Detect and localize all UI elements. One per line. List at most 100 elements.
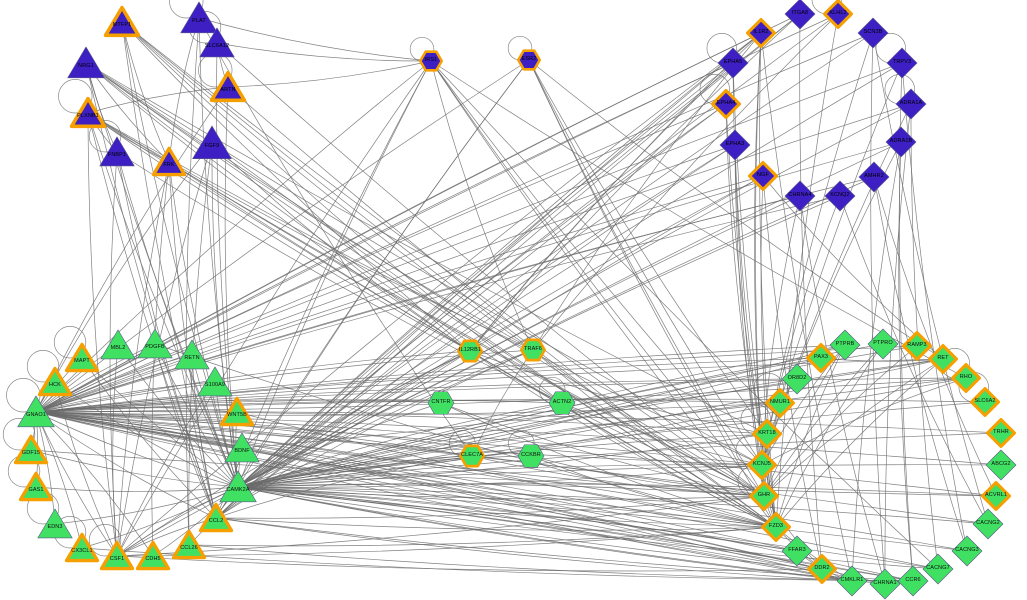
diamond-shape [950, 362, 981, 393]
hexagon-shape [517, 49, 542, 71]
diamond-shape [895, 88, 927, 120]
graph-node-epha4[interactable]: EPHA4 [707, 85, 745, 123]
graph-node-epha5[interactable]: EPHA5 [714, 44, 752, 82]
diamond-shape [781, 363, 813, 395]
triangle-shape [103, 5, 141, 38]
graph-node-gas1[interactable]: GAS1 [16, 467, 56, 507]
graph-node-itga8[interactable]: ITGA8 [781, 0, 819, 33]
graph-node-cckbr[interactable]: CCKBR [514, 439, 548, 473]
triangle-shape [100, 329, 136, 360]
diamond-shape [748, 480, 779, 511]
graph-node-slc6a12[interactable]: SLC6A12 [197, 23, 237, 63]
diamond-shape [822, 0, 853, 29]
diamond-shape [805, 342, 836, 373]
graph-node-amhr2[interactable]: AMHR2 [855, 158, 893, 196]
diamond-shape [760, 511, 791, 542]
diamond-shape [717, 47, 749, 79]
triangle-shape [198, 502, 234, 533]
triangle-shape [180, 1, 218, 34]
graph-node-cntfr[interactable]: CNTFR [424, 386, 458, 420]
graph-node-csf1[interactable]: CSF1 [97, 536, 137, 576]
diamond-shape [829, 329, 861, 361]
diamond-shape [901, 330, 932, 361]
diamond-shape [922, 553, 954, 585]
graph-node-trpv3[interactable]: TRPV3 [883, 44, 921, 82]
graph-node-plxnb1[interactable]: PLXNB1 [67, 92, 109, 134]
diamond-shape [784, 0, 816, 30]
triangle-shape [99, 540, 135, 571]
diamond-shape [969, 386, 1000, 417]
diamond-shape [886, 47, 918, 79]
diamond-shape [781, 535, 813, 567]
graph-node-pdgfb[interactable]: PDGFB [135, 324, 175, 364]
diamond-shape [784, 180, 816, 212]
diamond-shape [824, 180, 856, 212]
graph-node-gdf15[interactable]: GDF15 [11, 430, 51, 470]
hexagon-shape [427, 391, 455, 415]
triangle-shape [219, 470, 257, 503]
diamond-shape [951, 535, 983, 567]
graph-node-kcnq2[interactable]: KCNQ2 [821, 177, 859, 215]
diamond-shape [806, 553, 837, 584]
graph-node-irs1[interactable]: IRS1 [415, 45, 447, 77]
diamond-shape [710, 88, 741, 119]
graph-node-esr2[interactable]: ESR2 [513, 44, 545, 76]
hexagon-shape [419, 50, 444, 72]
graph-node-mbl2[interactable]: MBL2 [98, 325, 138, 365]
diamond-shape [985, 449, 1017, 481]
graph-node-traf6[interactable]: TRAF6 [516, 333, 550, 367]
triangle-shape [99, 136, 135, 167]
triangle-shape [37, 508, 73, 539]
triangle-shape [219, 396, 255, 427]
triangle-shape [224, 432, 260, 463]
hexagon-shape [456, 339, 484, 363]
diamond-shape [980, 480, 1011, 511]
triangle-shape [135, 540, 171, 571]
triangle-shape [192, 125, 232, 160]
graph-node-adra1b[interactable]: ADRA1B [882, 123, 920, 161]
graph-node-cdh5[interactable]: CDH5 [133, 536, 173, 576]
graph-node-ptpro[interactable]: PTPRO [864, 325, 902, 363]
triangle-shape [209, 70, 247, 103]
triangle-shape [171, 529, 207, 560]
graph-node-artn[interactable]: ARTN [207, 66, 249, 108]
diamond-shape [869, 568, 901, 600]
graph-node-nrg1[interactable]: NRG1 [65, 42, 107, 84]
hexagon-shape [517, 444, 545, 468]
graph-node-ngf[interactable]: NGF [744, 157, 782, 195]
diamond-shape [764, 387, 795, 418]
diamond-shape [751, 418, 782, 449]
graph-node-gnao1[interactable]: GNAO1 [15, 391, 57, 433]
graph-node-ccr6[interactable]: CCR6 [894, 562, 932, 600]
triangle-shape [64, 532, 100, 563]
graph-node-cx3cl1[interactable]: CX3CL1 [62, 528, 102, 568]
diamond-shape [885, 126, 917, 158]
diamond-shape [836, 565, 868, 597]
triangle-shape [197, 366, 233, 397]
triangle-shape [174, 339, 210, 370]
diamond-shape [745, 17, 776, 48]
diamond-shape [746, 449, 777, 480]
graph-node-actn2[interactable]: ACTN2 [545, 386, 579, 420]
hexagon-shape [519, 338, 547, 362]
graph-node-bdnf[interactable]: BDNF [222, 428, 262, 468]
graph-node-wnt5b[interactable]: WNT5B [217, 392, 257, 432]
triangle-shape [18, 471, 54, 502]
graph-node-frk[interactable]: FRK [149, 142, 189, 182]
graph-node-il12rb1[interactable]: IL12RB1 [453, 334, 487, 368]
triangle-shape [67, 46, 105, 79]
graph-node-chrna4[interactable]: CHRNA4 [781, 177, 819, 215]
diamond-shape [867, 328, 899, 360]
graph-node-adra1a[interactable]: ADRA1A [892, 85, 930, 123]
graph-node-clec7a[interactable]: CLEC7A [455, 439, 489, 473]
graph-node-fgf9[interactable]: FGF9 [190, 121, 234, 165]
graph-node-fnbp1[interactable]: FNBP1 [97, 132, 137, 172]
diamond-shape [972, 508, 1004, 540]
triangle-shape [17, 395, 55, 428]
graph-node-klhl2[interactable]: KLHL2 [819, 0, 857, 33]
graph-node-mtfp1[interactable]: MTFP1 [101, 1, 143, 43]
graph-node-ccl26[interactable]: CCL26 [169, 525, 209, 565]
diamond-shape [858, 161, 890, 193]
